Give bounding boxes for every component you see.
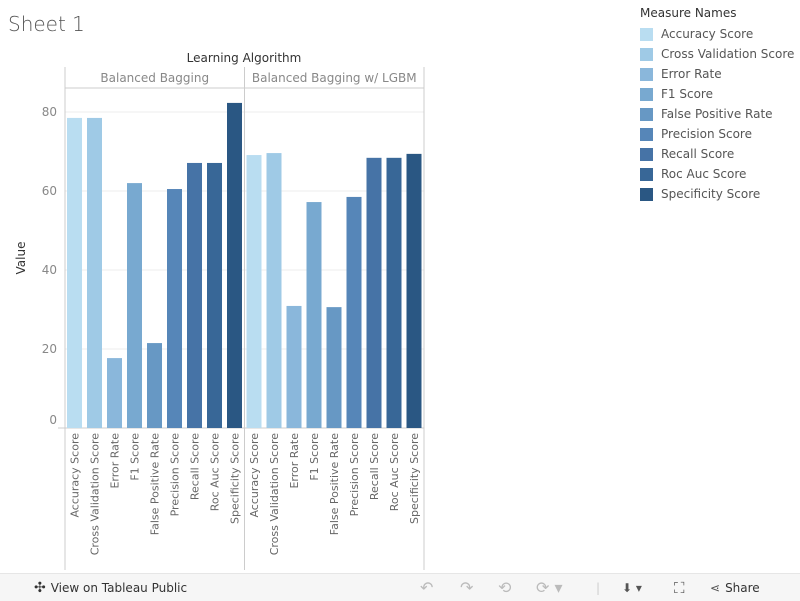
legend-label: Specificity Score: [661, 187, 761, 201]
redo-icon[interactable]: ↷: [460, 578, 474, 597]
legend-label: False Positive Rate: [661, 107, 773, 121]
pane-header: Balanced Bagging w/ LGBM: [252, 71, 417, 85]
x-tick-label: False Positive Rate: [149, 433, 162, 535]
legend-item[interactable]: Roc Auc Score: [640, 164, 794, 184]
legend-label: Precision Score: [661, 127, 752, 141]
legend-swatch: [640, 47, 653, 61]
legend-label: Accuracy Score: [661, 27, 754, 41]
download-icon[interactable]: ⬇ ▾: [622, 580, 642, 595]
x-tick-label: F1 Score: [308, 433, 321, 481]
bar-0-1: [87, 117, 102, 429]
column-header: Learning Algorithm: [187, 51, 302, 65]
bar-1-8: [406, 153, 422, 428]
bar-0-8: [227, 102, 242, 428]
legend-label: Error Rate: [661, 67, 722, 81]
x-tick-label: Recall Score: [368, 433, 381, 500]
y-tick-label: 80: [42, 105, 57, 119]
legend-item[interactable]: Error Rate: [640, 64, 794, 84]
x-tick-label: Error Rate: [288, 433, 301, 489]
legend-item[interactable]: Accuracy Score: [640, 24, 794, 44]
sheet-title: Sheet 1: [8, 12, 85, 36]
bar-0-4: [147, 343, 162, 428]
x-tick-label: Cross Validation Score: [89, 433, 102, 556]
legend-item[interactable]: Precision Score: [640, 124, 794, 144]
legend-item[interactable]: F1 Score: [640, 84, 794, 104]
y-axis-label: Value: [14, 242, 28, 275]
x-tick-label: Roc Auc Score: [388, 433, 401, 512]
view-on-tableau-button[interactable]: ✣ View on Tableau Public: [34, 580, 187, 596]
legend-swatch: [640, 87, 653, 101]
share-label: Share: [725, 580, 760, 595]
y-tick-label: 40: [42, 263, 57, 277]
bar-1-2: [286, 305, 302, 428]
undo-icon[interactable]: ↶: [420, 578, 434, 597]
legend-swatch: [640, 27, 653, 41]
share-button[interactable]: ⋖ Share: [710, 581, 760, 595]
legend-label: Roc Auc Score: [661, 167, 747, 181]
bar-1-1: [266, 153, 282, 428]
pane-header: Balanced Bagging: [100, 71, 209, 85]
bar-1-7: [386, 157, 402, 428]
legend-swatch: [640, 187, 653, 201]
legend-item[interactable]: Specificity Score: [640, 184, 794, 204]
x-tick-label: Specificity Score: [229, 433, 242, 524]
x-tick-label: Specificity Score: [408, 433, 421, 524]
legend: Measure Names Accuracy Score Cross Valida…: [640, 6, 794, 204]
x-tick-label: Cross Validation Score: [268, 433, 281, 556]
share-icon: ⋖: [710, 580, 721, 595]
x-tick-label: Precision Score: [169, 433, 182, 517]
x-tick-label: False Positive Rate: [328, 433, 341, 535]
legend-swatch: [640, 127, 653, 141]
bar-0-2: [107, 358, 122, 428]
toolbar: ✣ View on Tableau Public ↶ ↷ ⟲ ⟳ ▾ | ⬇ ▾…: [0, 573, 800, 601]
legend-swatch: [640, 167, 653, 181]
tableau-logo-icon: ✣: [34, 579, 46, 596]
fullscreen-icon[interactable]: ⛶: [674, 578, 685, 597]
legend-item[interactable]: Recall Score: [640, 144, 794, 164]
x-tick-label: Precision Score: [348, 433, 361, 517]
x-tick-label: Error Rate: [109, 433, 122, 489]
legend-title: Measure Names: [640, 6, 737, 20]
revert-icon[interactable]: ⟲: [498, 578, 512, 597]
view-label: View on Tableau Public: [50, 580, 188, 595]
x-tick-label: Accuracy Score: [69, 433, 82, 518]
bar-1-0: [246, 155, 262, 428]
bar-chart: Learning Algorithm Value 0 20 40 60 80 Balanced…: [14, 51, 425, 570]
bar-0-0: [67, 117, 82, 429]
legend-label: Cross Validation Score: [661, 47, 795, 61]
bar-0-6: [187, 162, 202, 428]
bar-0-7: [207, 162, 222, 428]
x-tick-label: Recall Score: [189, 433, 202, 500]
legend-swatch: [640, 107, 653, 121]
x-tick-label: Accuracy Score: [248, 433, 261, 518]
refresh-icon[interactable]: ⟳ ▾: [536, 578, 563, 597]
legend-label: F1 Score: [661, 87, 713, 101]
bar-1-6: [366, 157, 382, 428]
legend-item[interactable]: False Positive Rate: [640, 104, 794, 124]
x-tick-label: Roc Auc Score: [209, 433, 222, 512]
divider: |: [596, 580, 601, 595]
y-tick-label: 0: [49, 413, 57, 427]
y-tick-label: 20: [42, 342, 57, 356]
legend-swatch: [640, 147, 653, 161]
y-tick-label: 60: [42, 184, 57, 198]
legend-swatch: [640, 67, 653, 81]
legend-label: Recall Score: [661, 147, 735, 161]
bar-1-3: [306, 202, 322, 428]
bar-0-5: [167, 189, 182, 428]
bar-1-5: [346, 196, 362, 428]
x-tick-label: F1 Score: [129, 433, 142, 481]
bar-0-3: [127, 183, 142, 428]
bar-1-4: [326, 307, 342, 428]
legend-item[interactable]: Cross Validation Score: [640, 44, 794, 64]
